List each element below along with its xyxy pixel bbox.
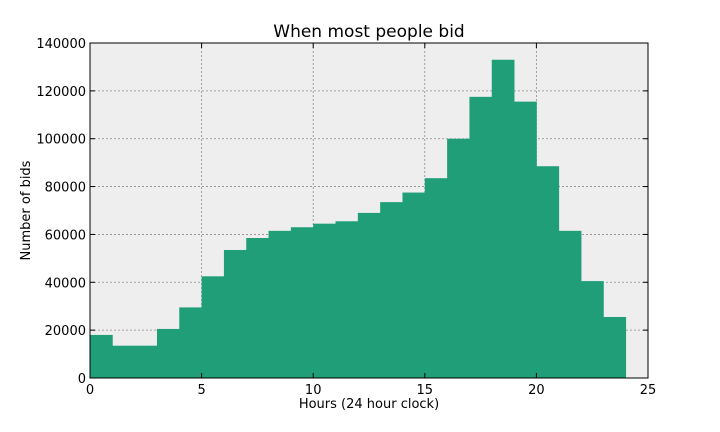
y-tick-label: 60000 (45, 228, 86, 243)
histogram-bar (335, 221, 359, 378)
histogram-bar (246, 238, 269, 378)
x-axis-label: Hours (24 hour clock) (299, 397, 439, 412)
x-tick-label: 25 (640, 383, 657, 398)
histogram-bar (536, 166, 560, 378)
histogram-bar (424, 178, 448, 378)
histogram-bar (447, 138, 470, 378)
y-tick-label: 40000 (45, 276, 86, 291)
histogram-bar (201, 276, 225, 378)
x-tick-label: 5 (197, 383, 205, 398)
histogram-bar (558, 230, 582, 378)
y-tick-label: 100000 (36, 133, 86, 148)
axis-ticks: 0 5 10 15 20 25 0 20000 40000 60000 80000 100000 120… (36, 37, 656, 398)
x-tick-label: 10 (305, 383, 322, 398)
histogram-bar (134, 345, 158, 378)
x-tick-label: 15 (417, 383, 434, 398)
histogram-bar (268, 230, 292, 378)
histogram-bar (290, 227, 314, 378)
histogram-bar (90, 334, 113, 378)
histogram-bar (156, 328, 180, 378)
y-tick-label: 140000 (36, 37, 86, 52)
y-tick-label: 20000 (45, 324, 86, 339)
histogram-bar (491, 59, 515, 378)
histogram-bar (581, 281, 604, 378)
histogram-bar (380, 202, 403, 378)
y-axis-label: Number of bids (19, 160, 34, 260)
bars (90, 59, 627, 378)
x-tick-label: 0 (86, 383, 94, 398)
x-tick-label: 20 (528, 383, 545, 398)
histogram-bar (402, 192, 426, 378)
histogram-bar (313, 223, 336, 378)
y-tick-label: 0 (78, 372, 86, 387)
histogram-bar (357, 212, 381, 378)
chart-title: When most people bid (273, 22, 464, 42)
histogram-bar (603, 316, 627, 378)
y-tick-label: 120000 (36, 85, 86, 100)
histogram-bar (179, 307, 202, 378)
histogram-bar (112, 345, 136, 378)
histogram-bar (223, 249, 247, 378)
plot-frame (89, 42, 649, 379)
histogram-bar (469, 96, 493, 378)
y-tick-label: 80000 (45, 181, 86, 196)
histogram-bar (514, 101, 537, 378)
